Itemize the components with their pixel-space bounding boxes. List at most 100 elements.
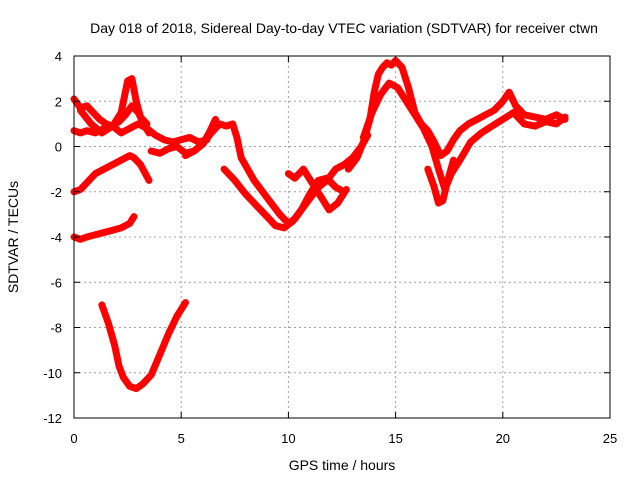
grid [74, 56, 610, 418]
data-point [151, 364, 158, 371]
data-point [372, 84, 379, 90]
data-point [153, 359, 160, 366]
data-point [425, 168, 432, 175]
y-axis-label: SDTVAR / TECUs [5, 181, 21, 293]
data-point [236, 146, 243, 153]
data-point [548, 119, 554, 126]
data-point [356, 149, 363, 156]
y-tick-label: -4 [50, 230, 62, 245]
data-point [169, 323, 175, 330]
data-point [433, 160, 440, 167]
data-point [442, 187, 449, 194]
data-point [446, 171, 453, 178]
data-point [132, 95, 139, 102]
x-tick-label: 20 [496, 431, 510, 446]
data-point [405, 84, 412, 91]
data-point [275, 223, 282, 230]
data-point [321, 175, 328, 182]
series-track-3-markers [77, 75, 149, 136]
data-point [430, 181, 437, 188]
data-point [428, 176, 435, 183]
data-point [399, 64, 405, 71]
data-point [110, 336, 117, 343]
data-point [406, 90, 413, 97]
data-point [439, 197, 446, 204]
data-point [135, 106, 142, 113]
data-point [113, 351, 120, 358]
data-point [231, 126, 238, 133]
data-point [426, 138, 433, 145]
x-tick-label: 15 [388, 431, 402, 446]
data-point [105, 320, 112, 326]
data-point [171, 318, 178, 325]
series-track-12-markers [360, 80, 566, 193]
data-point [341, 188, 348, 195]
data-point [373, 78, 380, 85]
data-point [403, 77, 410, 83]
data-point [374, 73, 381, 80]
data-point [363, 126, 370, 133]
data-point [92, 231, 99, 238]
data-point [434, 194, 441, 201]
data-point [425, 135, 432, 142]
data-point [371, 104, 378, 111]
data-point [362, 128, 369, 135]
data-point [237, 151, 244, 158]
data-point [211, 118, 218, 125]
data-point [129, 78, 136, 85]
data-point [437, 171, 444, 178]
data-series [70, 57, 569, 393]
data-point [534, 122, 541, 128]
data-point [158, 346, 165, 353]
data-point [237, 149, 243, 155]
data-point [441, 192, 447, 199]
data-point [408, 95, 415, 102]
data-point [365, 120, 372, 127]
data-point [315, 177, 322, 184]
data-point [129, 215, 136, 222]
data-point [100, 307, 107, 313]
data-point [83, 127, 90, 134]
chart-title: Day 018 of 2018, Sidereal Day-to-day VTE… [90, 20, 598, 36]
data-point [440, 195, 447, 202]
y-tick-label: -6 [50, 275, 62, 290]
data-point [431, 184, 438, 191]
data-point [444, 179, 451, 186]
data-point [424, 166, 431, 173]
data-point [134, 103, 141, 110]
data-point [233, 131, 240, 138]
data-point [366, 117, 373, 124]
data-point [421, 128, 428, 134]
data-point [529, 113, 536, 120]
data-point [369, 109, 375, 116]
data-point [121, 95, 128, 102]
data-point [364, 123, 371, 130]
data-point [372, 101, 379, 108]
data-point [521, 111, 528, 118]
y-tick-label: 4 [55, 49, 62, 64]
data-point [114, 357, 121, 364]
data-point [175, 137, 182, 144]
data-point [172, 138, 179, 145]
data-point [431, 152, 438, 158]
data-point [113, 348, 119, 355]
data-point [367, 115, 374, 122]
data-point [148, 148, 155, 154]
data-point [448, 162, 455, 169]
x-tick-labels: 0 5 10 15 20 25 [70, 431, 617, 446]
data-point [432, 154, 439, 161]
y-tick-label: -2 [50, 185, 62, 200]
data-point [233, 134, 240, 141]
x-tick-label: 25 [603, 431, 617, 446]
data-point [532, 123, 538, 130]
data-point [429, 146, 436, 153]
data-point [370, 107, 377, 113]
data-point [172, 315, 179, 322]
data-point [118, 109, 125, 116]
series-track-9-markers [221, 166, 345, 231]
data-point [89, 232, 96, 239]
data-point [427, 173, 434, 180]
data-point [432, 189, 439, 196]
data-point [115, 360, 122, 367]
data-point [83, 234, 90, 240]
